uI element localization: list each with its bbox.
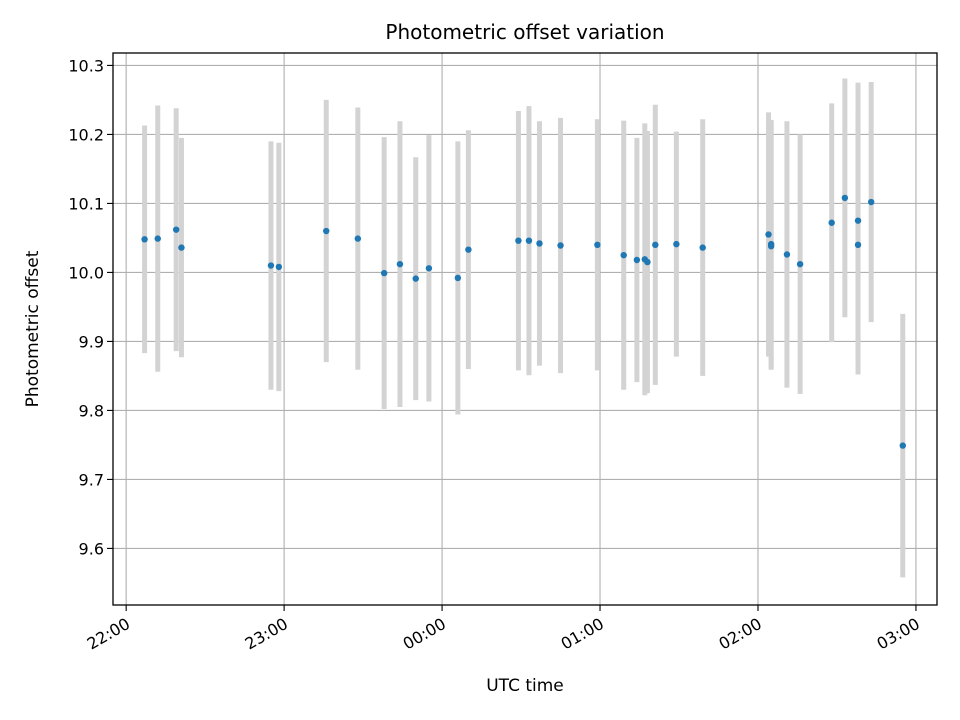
- y-axis-label: Photometric offset: [23, 250, 43, 407]
- data-point: [178, 244, 185, 251]
- data-point: [557, 242, 564, 249]
- data-point: [396, 260, 404, 268]
- data-point: [867, 198, 875, 206]
- data-point: [154, 235, 161, 242]
- y-tick-label: 10.3: [68, 56, 104, 75]
- y-tick-label: 9.9: [79, 332, 104, 351]
- data-point: [841, 194, 849, 202]
- data-point: [620, 251, 627, 259]
- data-point: [354, 235, 362, 242]
- data-point: [515, 237, 522, 244]
- data-point: [275, 263, 283, 271]
- data-point: [594, 241, 601, 249]
- y-tick-label: 10.0: [68, 263, 104, 282]
- data-point: [699, 244, 706, 251]
- data-point: [380, 269, 388, 277]
- y-tick-label: 9.7: [79, 470, 104, 489]
- data-point: [425, 265, 433, 272]
- y-axis: 9.6 9.7 9.8 9.9 10.0 10.1 10.2 10.3: [68, 56, 113, 558]
- data-point: [899, 442, 906, 449]
- data-point: [267, 262, 275, 269]
- data-point: [465, 246, 472, 253]
- data-point: [412, 275, 419, 282]
- x-axis-label: UTC time: [486, 676, 564, 696]
- data-point: [854, 217, 862, 224]
- data-point: [783, 251, 791, 258]
- data-point: [644, 258, 651, 266]
- data-point: [633, 256, 641, 264]
- data-point: [454, 274, 462, 282]
- data-point: [525, 237, 533, 244]
- data-points: [141, 194, 906, 449]
- data-point: [765, 231, 772, 238]
- data-point: [172, 226, 180, 233]
- data-point: [652, 241, 659, 249]
- y-tick-label: 10.1: [68, 194, 104, 213]
- data-point: [673, 240, 680, 248]
- chart-title: Photometric offset variation: [385, 20, 664, 44]
- data-point: [796, 260, 804, 268]
- plot-frame: [112, 52, 938, 606]
- data-point: [141, 236, 148, 243]
- data-point: [828, 219, 835, 226]
- data-point: [767, 243, 775, 250]
- y-tick-label: 9.8: [79, 401, 104, 420]
- data-point: [854, 241, 862, 249]
- data-point: [323, 227, 330, 235]
- data-point: [536, 240, 543, 247]
- y-tick-label: 9.6: [79, 539, 104, 558]
- y-tick-label: 10.2: [68, 125, 104, 144]
